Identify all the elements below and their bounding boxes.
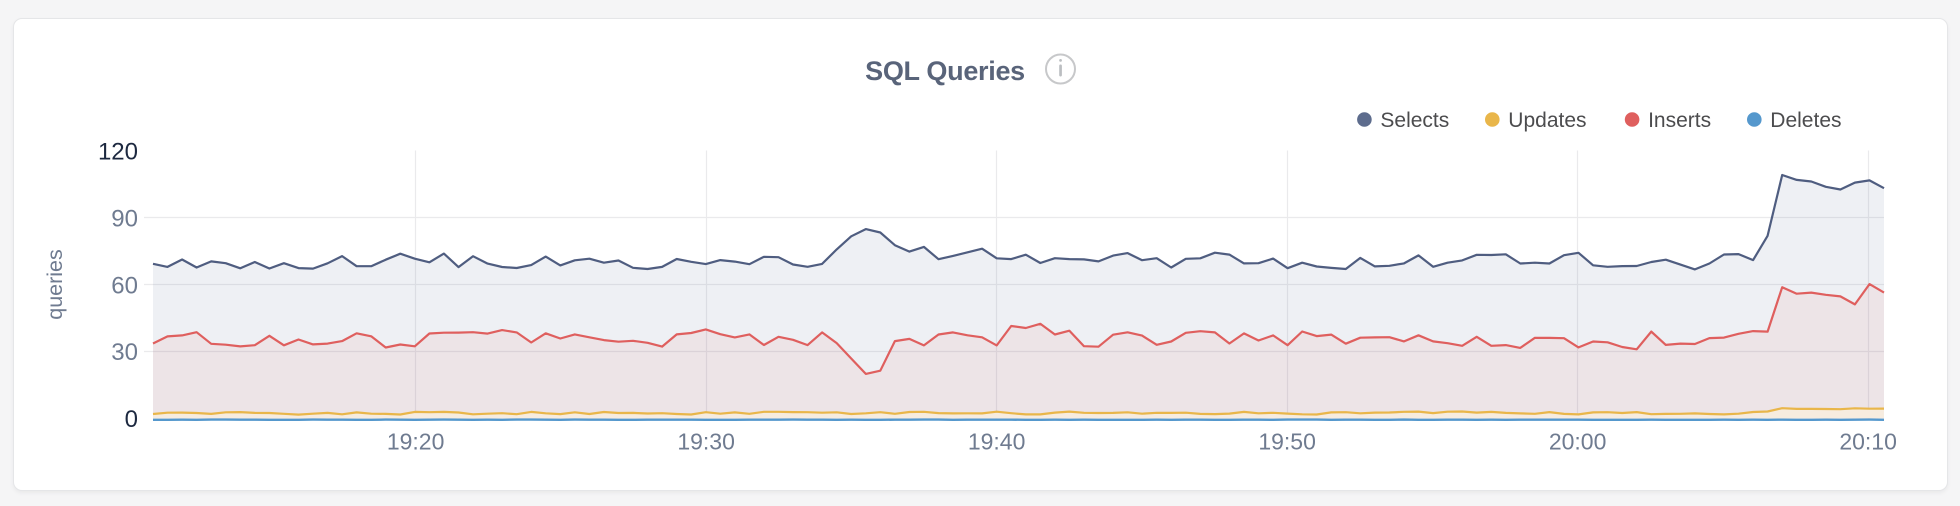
svg-text:Updates: Updates — [1508, 109, 1586, 132]
svg-text:120: 120 — [98, 139, 138, 166]
svg-text:60: 60 — [111, 272, 138, 299]
svg-text:30: 30 — [111, 339, 138, 366]
svg-text:Selects: Selects — [1380, 109, 1449, 132]
svg-text:0: 0 — [125, 406, 138, 433]
svg-text:SQL Queries: SQL Queries — [865, 56, 1025, 86]
svg-text:19:40: 19:40 — [968, 429, 1026, 455]
svg-text:queries: queries — [43, 249, 67, 320]
svg-text:19:30: 19:30 — [677, 429, 735, 455]
svg-text:20:00: 20:00 — [1549, 429, 1607, 455]
svg-text:19:50: 19:50 — [1258, 429, 1316, 455]
svg-text:90: 90 — [111, 206, 138, 233]
svg-text:20:10: 20:10 — [1839, 429, 1897, 455]
svg-text:Inserts: Inserts — [1648, 109, 1711, 132]
svg-text:Deletes: Deletes — [1770, 109, 1841, 132]
svg-text:19:20: 19:20 — [387, 429, 445, 455]
